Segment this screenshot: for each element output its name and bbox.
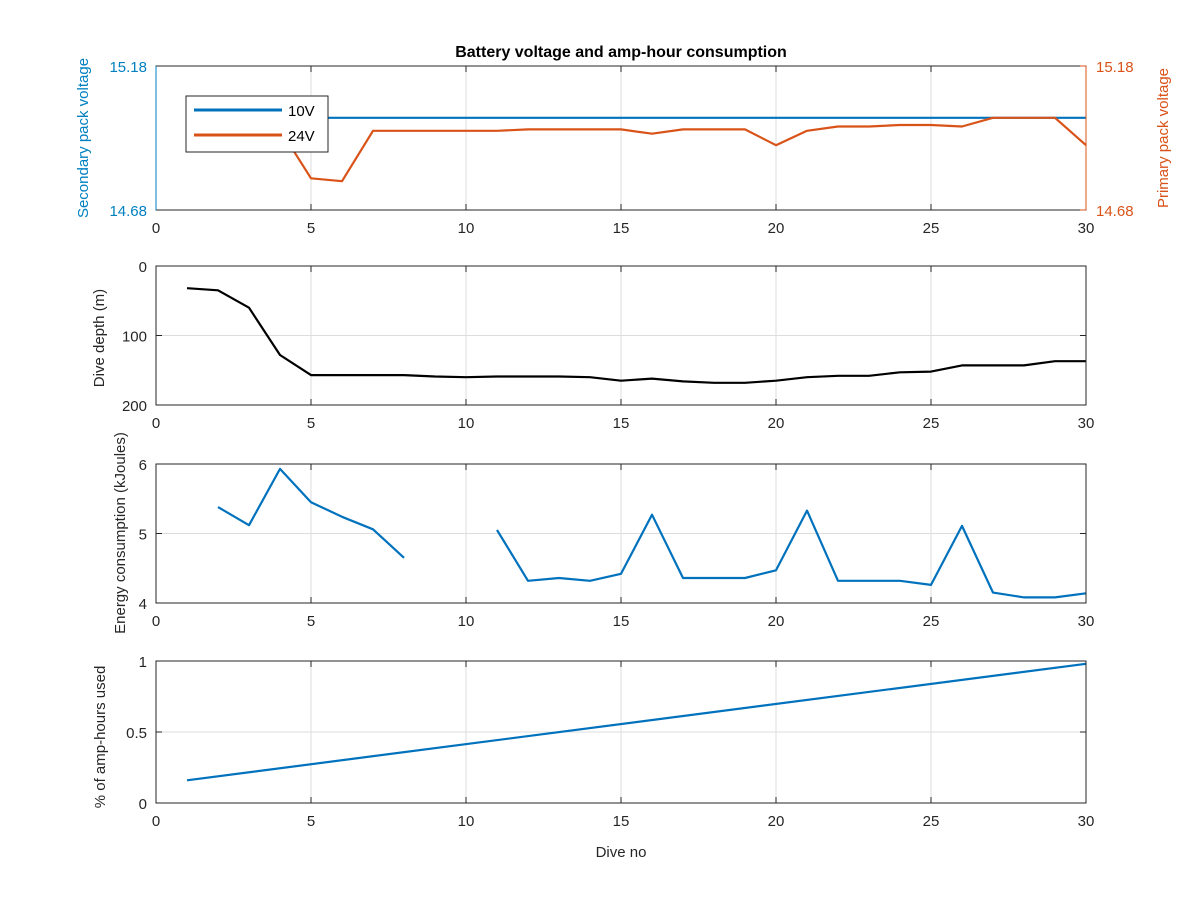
energy-axis-label: Energy consumption (kJoules) <box>112 432 129 634</box>
x-tick-label: 25 <box>923 220 940 237</box>
x-tick-label: 30 <box>1078 613 1095 630</box>
legend-label-24v: 24V <box>288 128 315 145</box>
x-tick-label: 20 <box>768 613 785 630</box>
secondary-voltage-axis-label: Secondary pack voltage <box>75 58 92 218</box>
x-tick-label: 5 <box>307 813 315 830</box>
x-tick-label: 15 <box>613 813 630 830</box>
x-tick-label: 15 <box>613 220 630 237</box>
depth-panel: 0 5 10 15 20 25 30 0 100 200 <box>122 259 1094 432</box>
y-tick-label: 0.5 <box>126 725 147 742</box>
x-tick-label: 25 <box>923 813 940 830</box>
x-tick-label: 0 <box>152 415 160 432</box>
x-tick-label: 10 <box>458 220 475 237</box>
series-line-24v <box>187 116 1087 183</box>
x-tick-label: 20 <box>768 813 785 830</box>
y-tick-label: 0 <box>139 796 147 813</box>
legend-label-10v: 10V <box>288 103 315 120</box>
y-tick-label: 15.18 <box>109 59 147 76</box>
energy-panel: 0 5 10 15 20 25 30 4 5 6 <box>139 457 1095 630</box>
x-tick-label: 25 <box>923 415 940 432</box>
x-tick-label: 5 <box>307 220 315 237</box>
y-tick-label: 14.68 <box>109 203 147 220</box>
y-tick-label: 5 <box>139 527 147 544</box>
x-tick-label: 5 <box>307 415 315 432</box>
series-line <box>186 662 1087 782</box>
y-tick-label: 0 <box>139 259 147 276</box>
primary-voltage-axis-label: Primary pack voltage <box>1155 68 1172 208</box>
right-y-tick-label: 14.68 <box>1096 203 1134 220</box>
x-tick-label: 30 <box>1078 415 1095 432</box>
x-tick-label: 10 <box>458 415 475 432</box>
x-tick-label: 0 <box>152 813 160 830</box>
legend: 10V 24V <box>185 95 329 153</box>
x-tick-label: 10 <box>458 813 475 830</box>
x-tick-label: 20 <box>768 415 785 432</box>
y-tick-label: 6 <box>139 457 147 474</box>
y-tick-label: 200 <box>122 398 147 415</box>
right-y-tick-label: 15.18 <box>1096 59 1134 76</box>
series-line <box>217 467 1087 599</box>
x-tick-label: 30 <box>1078 220 1095 237</box>
x-tick-label: 15 <box>613 415 630 432</box>
chart-title: Battery voltage and amp-hour consumption <box>455 44 787 61</box>
x-tick-label: 0 <box>152 613 160 630</box>
depth-axis-label: Dive depth (m) <box>91 289 108 387</box>
x-tick-label: 25 <box>923 613 940 630</box>
x-tick-label: 0 <box>152 220 160 237</box>
series-line <box>186 287 1086 384</box>
x-axis-label: Dive no <box>596 844 647 861</box>
y-tick-label: 100 <box>122 329 147 346</box>
x-tick-label: 30 <box>1078 813 1095 830</box>
amp-hours-panel: 0 5 10 15 20 25 30 0 0.5 1 <box>126 654 1094 830</box>
y-tick-label: 4 <box>139 596 147 613</box>
amp-hours-axis-label: % of amp-hours used <box>92 666 109 809</box>
x-tick-label: 5 <box>307 613 315 630</box>
x-tick-label: 15 <box>613 613 630 630</box>
x-tick-label: 10 <box>458 613 475 630</box>
legend-box <box>185 95 329 153</box>
y-tick-label: 1 <box>139 654 147 671</box>
x-tick-label: 20 <box>768 220 785 237</box>
